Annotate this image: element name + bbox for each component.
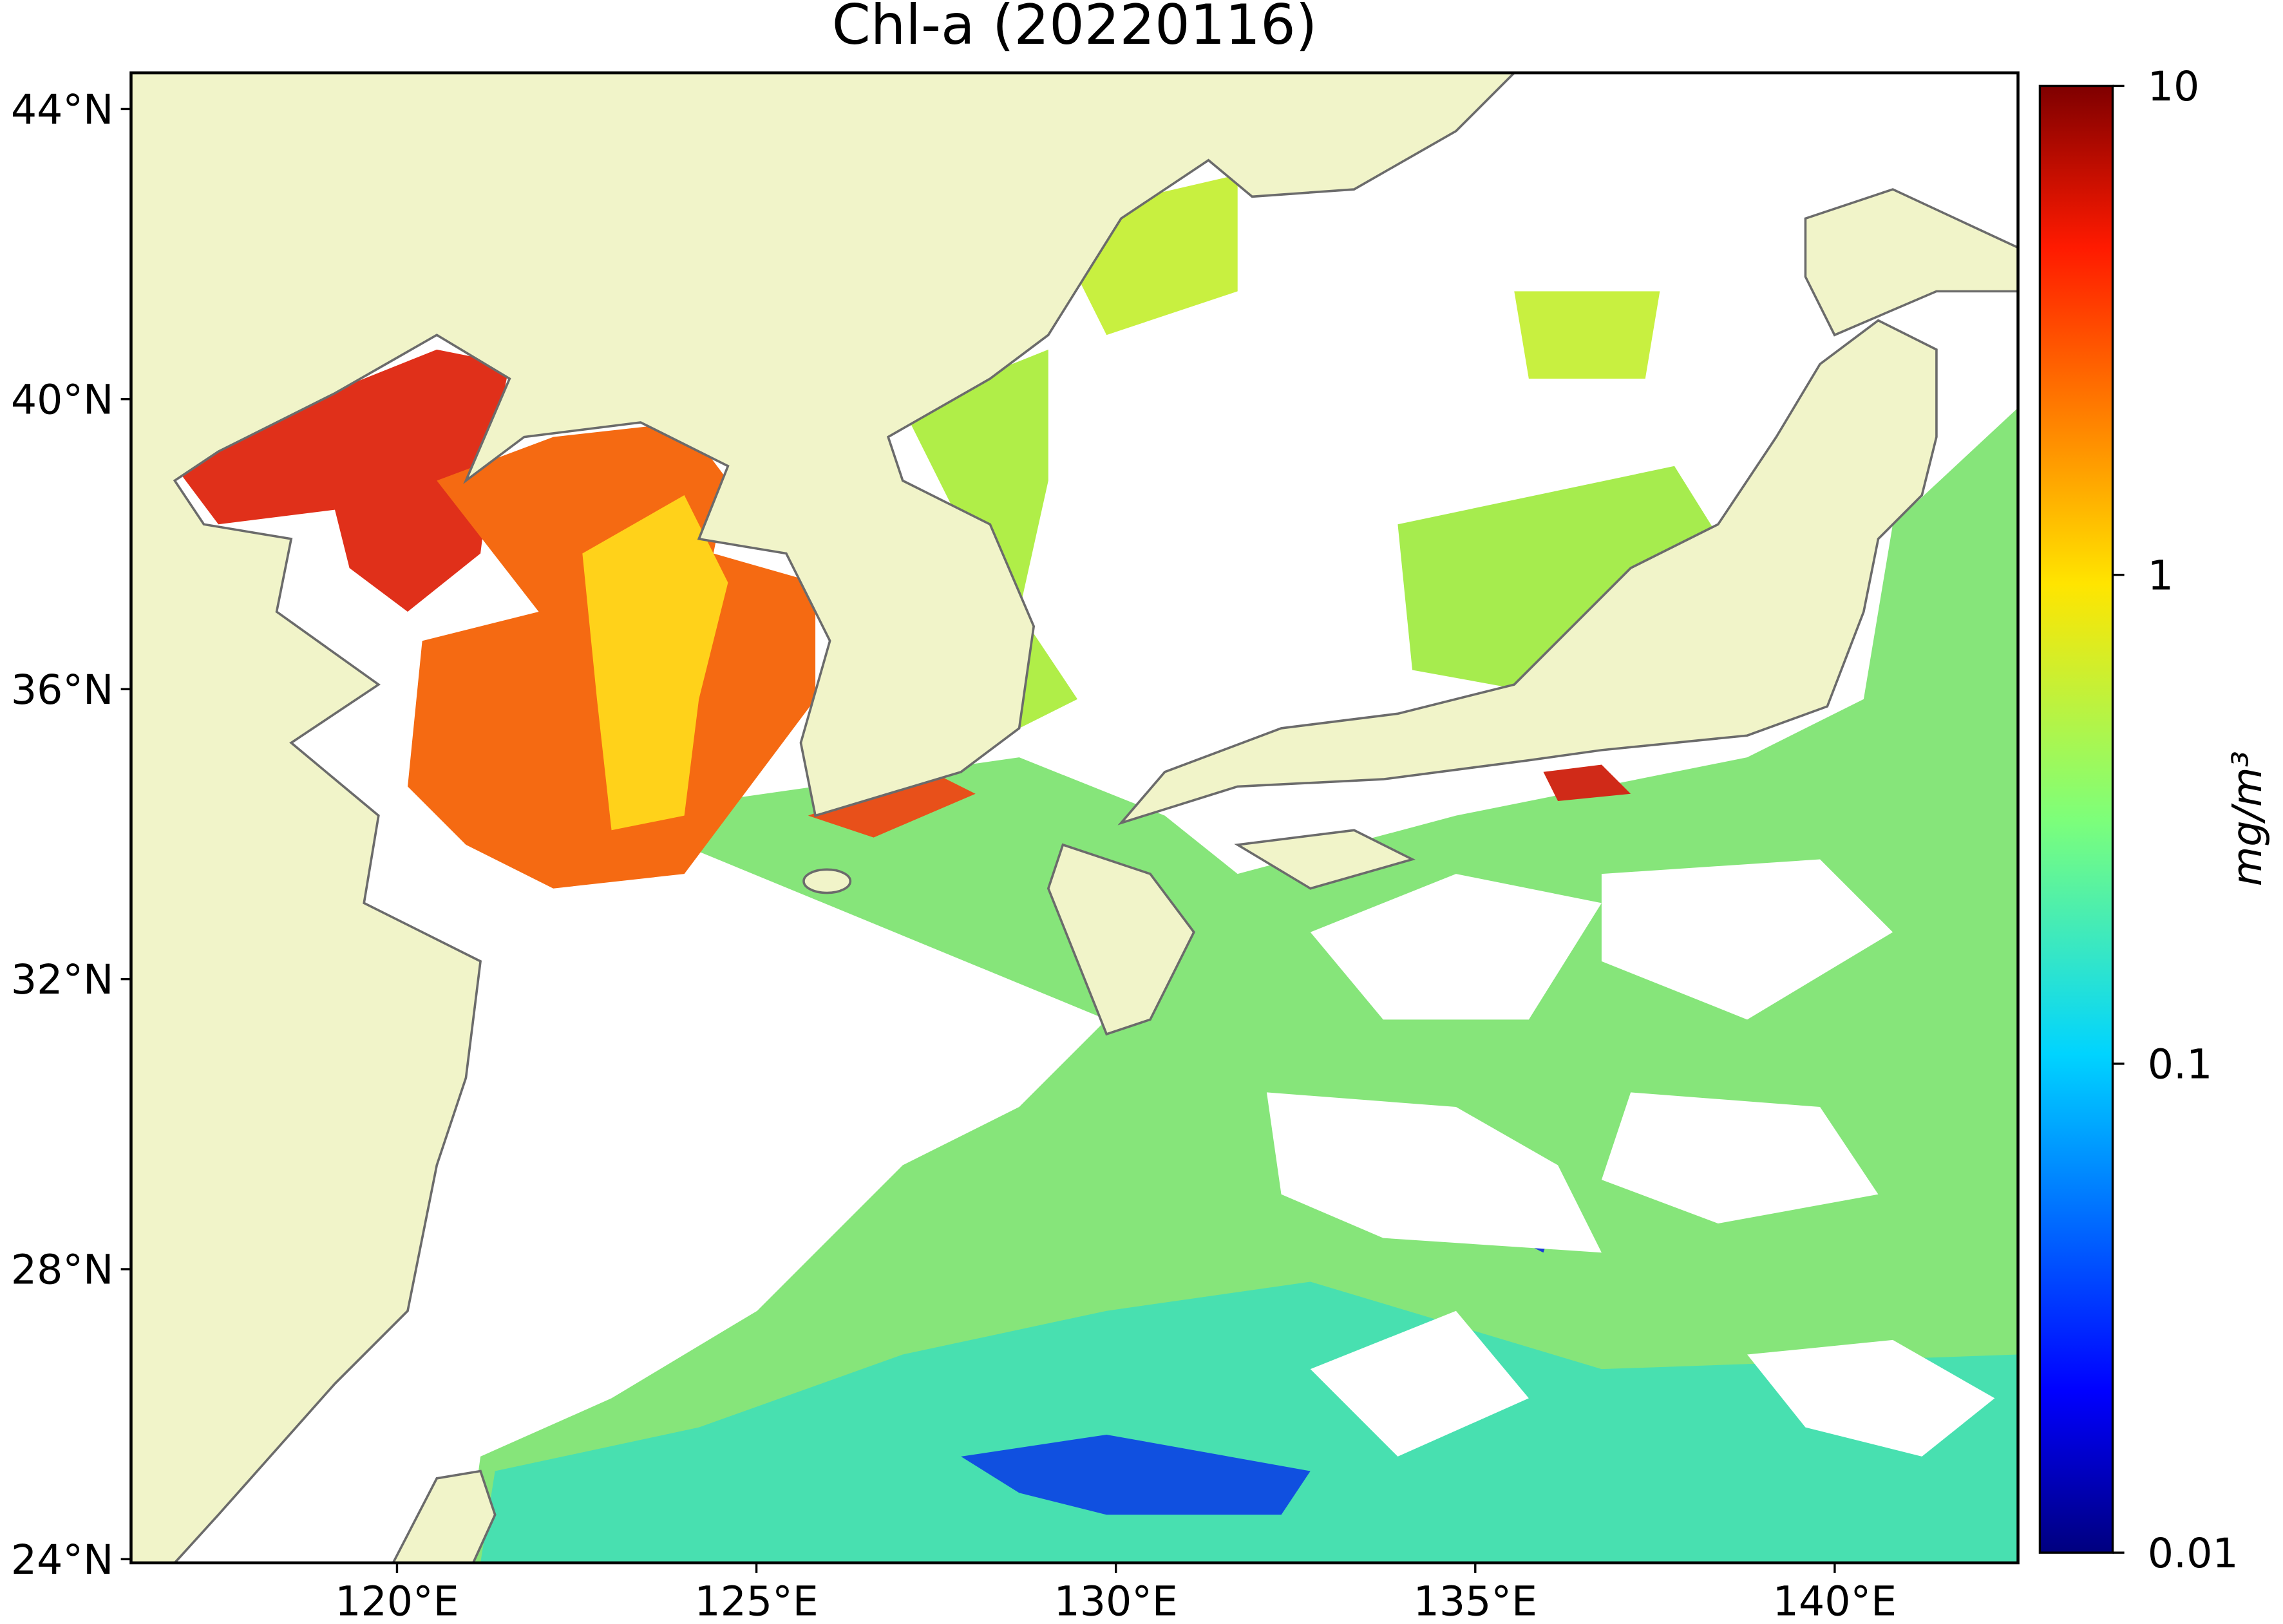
map-area [131,73,2018,1563]
x-tick-label: 125°E [694,1577,818,1624]
colorbar-tick-label: 10 [2148,62,2200,110]
y-tick-label: 32°N [11,956,114,1003]
x-tick-label: 135°E [1414,1577,1537,1624]
cloud [1747,1339,1995,1457]
y-tick-label: 24°N [11,1536,114,1583]
chl-field [1543,764,1631,802]
chl-field [466,408,2018,1563]
cloud [1601,859,1893,1020]
land [1047,843,1196,1036]
land [1804,188,2018,337]
chl-field [582,495,728,831]
title: Chl-a (20220116) [832,0,1317,57]
colorbar-label: mg/m³ [2223,751,2271,886]
map-frame [129,71,2020,1565]
chl-field [1514,291,1660,379]
cloud [1310,1310,1529,1457]
land [802,868,852,894]
chl-field [175,349,510,612]
x-tick-label: 140°E [1773,1577,1897,1624]
cloud [1266,1092,1602,1253]
land [392,1469,497,1563]
land [1117,319,1938,826]
land [131,73,1516,1563]
x-tick-label: 130°E [1054,1577,1177,1624]
chl-field [961,1434,1311,1515]
y-tick-label: 36°N [11,666,114,713]
cloud [1601,1092,1879,1223]
chl-field [808,771,976,838]
chl-field [480,1281,2018,1563]
axes: 120°E 125°E 130°E 135°E 140°E 24°N 28°N 32°N 36°… [11,62,2239,1624]
x-tick-label: 120°E [335,1577,459,1624]
colorbar-tick-label: 0.01 [2148,1529,2239,1577]
land [1234,829,1416,890]
colorbar-tick-label: 0.1 [2148,1041,2213,1088]
colorbar-tick-label: 1 [2148,551,2174,599]
y-tick-label: 28°N [11,1246,114,1294]
cloud [1310,874,1602,1020]
colorbar [2038,84,2114,1554]
y-tick-label: 40°N [11,375,114,423]
y-tick-label: 44°N [11,86,114,133]
